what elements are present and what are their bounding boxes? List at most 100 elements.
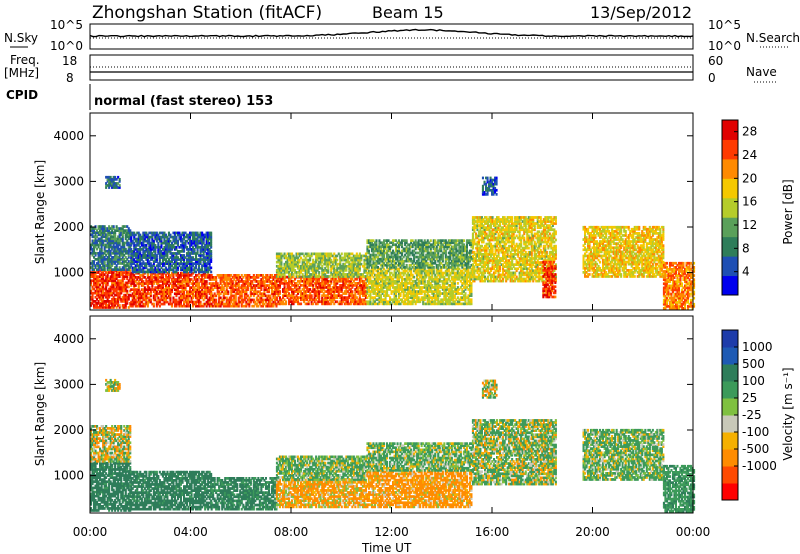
power-echo-cell (237, 290, 240, 294)
power-echo-cell (178, 296, 181, 300)
power-echo-cell (117, 285, 120, 289)
power-echo-cell (148, 282, 151, 285)
power-echo-cell (298, 302, 301, 306)
power-echo-cell (240, 278, 243, 281)
power-echo-cell (346, 300, 349, 304)
power-echo-cell (111, 241, 114, 245)
power-echo-cell (327, 290, 330, 293)
power-echo-cell (136, 300, 139, 304)
power-echo-cell (192, 268, 195, 272)
power-echo-cell (152, 241, 155, 245)
power-echo-cell (114, 302, 117, 305)
power-echo-cell (181, 245, 184, 249)
power-echo-cell (100, 273, 103, 276)
power-echo-cell (249, 276, 252, 279)
power-echo-cell (142, 245, 145, 249)
power-echo-cell (204, 258, 207, 261)
power-echo-cell (130, 231, 133, 235)
power-echo-cell (263, 282, 266, 285)
power-echo-cell (123, 277, 126, 281)
power-echo-cell (240, 302, 243, 306)
power-echo-cell (127, 264, 130, 267)
power-echo-cell (115, 281, 118, 285)
power-echo-cell (324, 302, 327, 306)
power-echo-cell (126, 283, 129, 287)
power-echo-cell (327, 302, 330, 306)
power-echo-cell (178, 298, 181, 302)
power-echo-cell (330, 300, 333, 304)
power-echo-cell (316, 288, 319, 291)
power-echo-cell (201, 250, 204, 253)
power-echo-cell (161, 292, 164, 296)
power-echo-cell (330, 292, 333, 295)
power-echo-cell (351, 292, 354, 295)
power-echo-cell (340, 284, 343, 287)
power-echo-cell (257, 304, 260, 308)
power-echo-cell (163, 296, 166, 300)
power-echo-cell (183, 296, 186, 300)
power-echo-cell (139, 235, 142, 239)
power-echo-cell (161, 233, 164, 237)
power-echo-cell (140, 258, 143, 261)
power-echo-cell (342, 286, 345, 289)
power-echo-cell (193, 241, 196, 245)
power-echo-cell (126, 277, 129, 281)
power-echo-cell (93, 241, 96, 245)
power-echo-cell (183, 274, 186, 277)
power-echo-cell (295, 300, 298, 304)
power-echo-cell (178, 264, 181, 268)
power-echo-cell (245, 276, 248, 279)
power-echo-cell (260, 288, 263, 291)
power-echo-cell (198, 292, 201, 296)
power-echo-cell (213, 282, 216, 285)
power-echo-cell (124, 241, 127, 245)
power-echo-cell (130, 241, 133, 245)
power-echo-cell (170, 274, 173, 277)
power-echo-cell (176, 276, 179, 279)
power-echo-cell (154, 231, 157, 235)
power-echo-cell (184, 280, 187, 283)
power-echo-cell (155, 239, 158, 243)
power-echo-cell (123, 229, 126, 232)
power-echo-cell (260, 294, 263, 298)
power-echo-cell (292, 298, 295, 302)
power-echo-cell (142, 248, 145, 251)
power-echo-cell (115, 227, 118, 230)
power-echo-cell (313, 298, 316, 302)
power-echo-cell (264, 278, 267, 281)
power-echo-cell (164, 266, 167, 270)
power-echo-cell (155, 294, 158, 298)
power-echo-cell (111, 287, 114, 291)
power-echo-cell (218, 286, 221, 289)
power-echo-cell (327, 286, 330, 289)
power-echo-cell (216, 288, 219, 291)
power-echo-cell (202, 235, 205, 239)
power-echo-cell (148, 254, 151, 257)
power-echo-cell (213, 300, 216, 304)
power-echo-cell (294, 277, 297, 281)
power-echo-cell (124, 306, 127, 309)
power-echo-cell (103, 231, 106, 234)
power-echo-cell (272, 284, 275, 287)
power-echo-cell (102, 260, 105, 263)
power-echo-cell (267, 298, 270, 302)
power-echo-cell (215, 298, 218, 302)
power-echo-cell (109, 233, 112, 237)
power-echo-cell (291, 292, 294, 295)
power-echo-cell (300, 298, 303, 302)
power-echo-cell (352, 300, 355, 304)
power-echo-cell (198, 286, 201, 289)
power-echo-cell (269, 282, 272, 285)
power-echo-cell (94, 304, 97, 307)
power-echo-cell (121, 241, 124, 245)
power-echo-cell (91, 227, 94, 230)
power-echo-cell (111, 291, 114, 295)
power-echo-cell (106, 295, 109, 299)
power-echo-cell (160, 280, 163, 283)
power-echo-cell (201, 294, 204, 298)
power-echo-cell (157, 274, 160, 277)
power-echo-cell (139, 282, 142, 285)
power-echo-cell (160, 254, 163, 257)
power-echo-cell (175, 288, 178, 291)
power-echo-cell (346, 284, 349, 287)
